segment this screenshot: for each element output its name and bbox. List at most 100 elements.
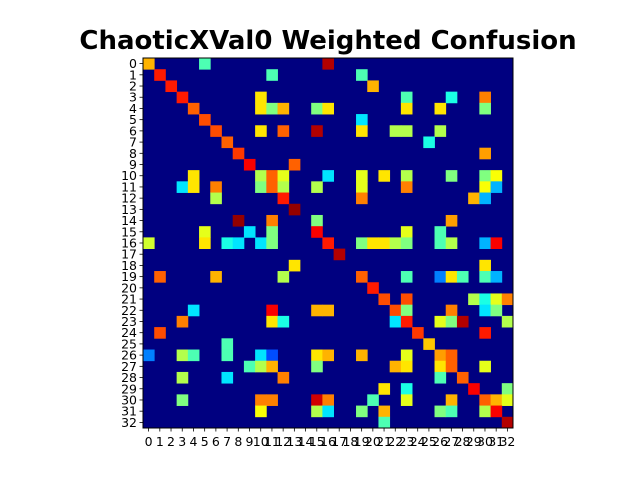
heatmap-cell: [243, 158, 256, 171]
x-tick-label: 3: [178, 434, 186, 449]
heatmap-cell: [255, 170, 267, 182]
x-tick-label: 32: [499, 434, 515, 449]
x-tick-label: 2: [167, 434, 175, 449]
heatmap-cell: [176, 394, 189, 406]
heatmap-cell: [434, 237, 447, 249]
heatmap-cell: [243, 360, 256, 373]
heatmap-cell: [154, 69, 166, 81]
heatmap-cell: [445, 405, 458, 418]
heatmap-cell: [378, 416, 391, 429]
y-tick-label: 17: [121, 247, 137, 262]
x-tick-label: 9: [246, 434, 254, 449]
heatmap-cell: [479, 181, 491, 193]
heatmap-cell: [199, 237, 211, 249]
heatmap-cell: [322, 304, 334, 317]
heatmap-cell: [356, 271, 368, 283]
x-tick-label: 8: [234, 434, 242, 449]
heatmap-cell: [255, 181, 267, 193]
y-tick-label: 6: [129, 123, 137, 138]
heatmap-cell: [479, 360, 491, 373]
chart-title: ChaoticXVal0 Weighted Confusion: [79, 26, 576, 56]
heatmap-cell: [255, 237, 267, 249]
x-tick-label: 25: [421, 434, 437, 449]
y-tick-label: 0: [129, 56, 137, 71]
x-tick-label: 10: [253, 434, 269, 449]
heatmap-cell: [501, 394, 514, 406]
heatmap-cell: [389, 237, 402, 249]
y-tick-label: 5: [129, 112, 137, 127]
heatmap-cell: [176, 91, 189, 104]
x-tick-label: 14: [298, 434, 314, 449]
heatmap-cell: [165, 80, 178, 93]
plot-frame: [142, 57, 514, 429]
heatmap-cell: [423, 338, 435, 350]
x-tick-label: 24: [410, 434, 426, 449]
heatmap-cell: [479, 237, 491, 249]
heatmap-cell: [479, 327, 491, 339]
heatmap-cell: [456, 315, 469, 328]
heatmap-cell: [434, 315, 447, 328]
heatmap-cell: [311, 394, 323, 406]
heatmap-cell: [311, 214, 323, 227]
heatmap-cell: [479, 293, 491, 306]
heatmap-cell: [322, 170, 334, 182]
heatmap-cell: [479, 394, 491, 406]
heatmap-cell: [378, 383, 391, 395]
heatmap-cell: [400, 304, 413, 317]
heatmap-cell: [445, 304, 458, 317]
heatmap-cell: [445, 214, 458, 227]
heatmap-cell: [378, 237, 391, 249]
y-tick-label: 10: [121, 168, 137, 183]
heatmap-cell: [311, 360, 323, 373]
heatmap-cell: [255, 394, 267, 406]
y-axis-ticks: 0123456789101112131415161718192021222324…: [121, 56, 143, 430]
heatmap-cell: [210, 192, 222, 205]
heatmap-cell: [266, 237, 278, 249]
heatmap-cell: [479, 192, 491, 205]
heatmap-cell: [255, 125, 267, 137]
heatmap-cell: [221, 349, 234, 362]
heatmap-cell: [400, 315, 413, 328]
heatmap-cell: [479, 102, 491, 115]
y-tick-label: 30: [121, 392, 137, 407]
y-tick-label: 23: [121, 314, 137, 329]
heatmap-cell: [266, 170, 278, 182]
heatmap-cell: [255, 360, 267, 373]
heatmap-cell: [479, 271, 491, 283]
heatmap-cell: [154, 271, 166, 283]
heatmap-cell: [400, 125, 413, 137]
heatmap-cell: [311, 181, 323, 193]
x-tick-label: 16: [320, 434, 336, 449]
heatmap-cell: [288, 158, 301, 171]
heatmap-cell: [277, 271, 290, 283]
x-tick-label: 18: [342, 434, 358, 449]
x-tick-label: 29: [466, 434, 482, 449]
heatmap-cell: [266, 315, 278, 328]
heatmap-cell: [199, 114, 211, 126]
heatmap-cell: [445, 315, 458, 328]
heatmap-cell: [445, 360, 458, 373]
heatmap-cell: [400, 394, 413, 406]
heatmap-cell: [322, 237, 334, 249]
y-tick-label: 3: [129, 90, 137, 105]
heatmap-cell: [288, 203, 301, 216]
heatmap-cell: [277, 192, 290, 205]
y-tick-label: 25: [121, 336, 137, 351]
heatmap-cell: [389, 304, 402, 317]
heatmap-cell: [322, 102, 334, 115]
heatmap-cell: [412, 327, 424, 339]
heatmap-cell: [199, 226, 211, 238]
heatmap-cell: [356, 405, 368, 418]
heatmap-cell: [143, 349, 155, 362]
y-tick-label: 15: [121, 224, 137, 239]
heatmap-cell: [176, 371, 189, 384]
heatmap-cell: [445, 237, 458, 249]
heatmap-cell: [434, 360, 447, 373]
heatmap-cell: [445, 170, 458, 182]
y-tick-label: 1: [129, 67, 137, 82]
y-tick-label: 16: [121, 236, 137, 251]
heatmap-cell: [266, 102, 278, 115]
heatmap-cell: [255, 102, 267, 115]
heatmap-cell: [434, 349, 447, 362]
